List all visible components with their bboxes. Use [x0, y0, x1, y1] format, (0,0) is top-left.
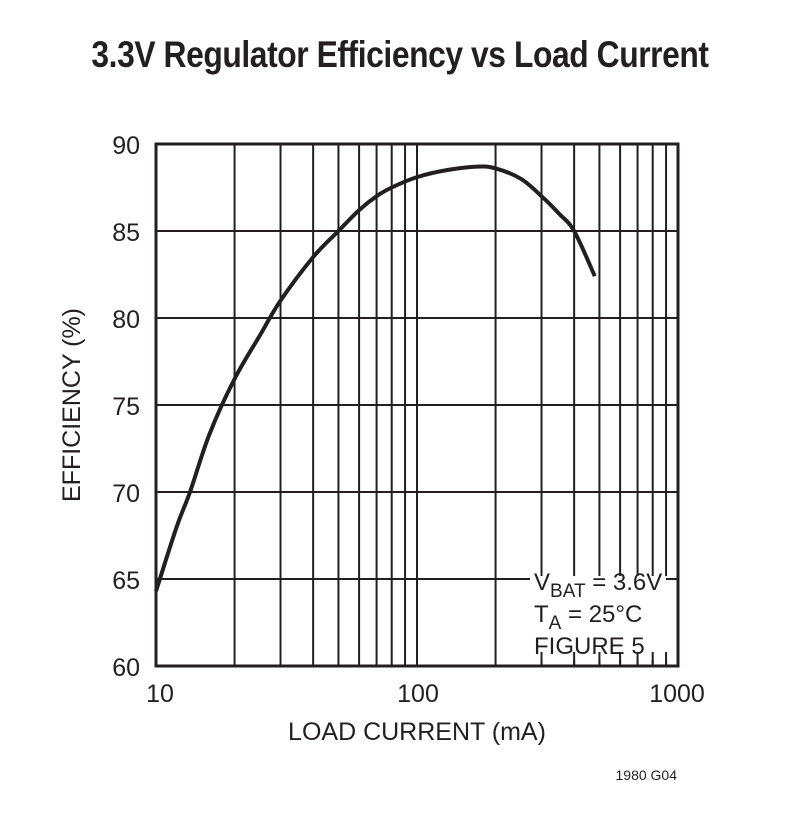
y-axis-label: EFFICIENCY (%)	[58, 308, 86, 502]
x-tick-10: 10	[146, 680, 174, 708]
x-axis-label: LOAD CURRENT (mA)	[288, 718, 546, 746]
y-tick-85: 85	[112, 219, 140, 247]
efficiency-curve	[154, 164, 597, 592]
y-tick-80: 80	[112, 306, 140, 334]
x-tick-1000: 1000	[649, 680, 705, 708]
annotation-vbat: VBAT = 3.6V	[534, 569, 662, 602]
annotation-ta: TA = 25°C	[534, 601, 642, 634]
y-tick-70: 70	[112, 480, 140, 508]
x-tick-100: 100	[397, 680, 439, 708]
plot-border	[154, 142, 680, 668]
chart-title: 3.3V Regulator Efficiency vs Load Curren…	[91, 34, 709, 75]
y-tick-75: 75	[112, 393, 140, 421]
y-tick-90: 90	[112, 132, 140, 160]
annotation-figure: FIGURE 5	[534, 633, 645, 660]
efficiency-line	[154, 164, 597, 592]
y-tick-65: 65	[112, 567, 140, 595]
plot-frame	[154, 142, 680, 668]
y-tick-60: 60	[112, 654, 140, 682]
annotation-background	[530, 568, 670, 660]
figure-code: 1980 G04	[616, 767, 678, 783]
